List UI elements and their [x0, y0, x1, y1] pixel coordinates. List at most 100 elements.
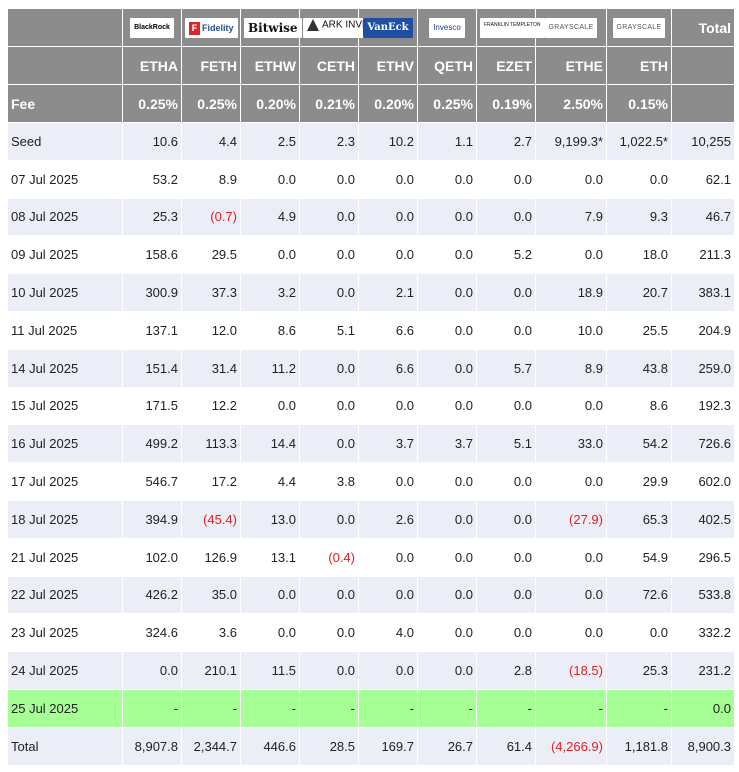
flow-value-cell: 1,022.5* — [607, 123, 671, 160]
table-row: 09 Jul 2025 158.6 29.5 0.0 0.0 0.0 0.0 5.2 0.0 18… — [8, 236, 734, 274]
ticker-row-total-blank — [672, 47, 734, 84]
flow-value-cell: 0.0 — [359, 576, 417, 614]
flow-value-cell: 54.2 — [607, 425, 671, 463]
grayscale-logo: GRAYSCALE — [544, 17, 598, 38]
row-total-cell: 726.6 — [672, 425, 734, 463]
table-row: 23 Jul 2025 324.6 3.6 0.0 0.0 4.0 0.0 0.0 0.0 0.0… — [8, 614, 734, 652]
table-row: 18 Jul 2025 394.9 (45.4) 13.0 0.0 2.6 0.0 0.0 (2… — [8, 500, 734, 538]
flow-value-cell: 43.8 — [607, 349, 671, 387]
flow-value-cell: 3.8 — [300, 463, 358, 500]
flow-value-cell: 0.0 — [536, 463, 606, 500]
flow-value-cell: 0.0 — [241, 387, 299, 425]
flow-value-cell: 0.0 — [241, 160, 299, 198]
fee-cell: 0.25% — [182, 85, 240, 122]
flow-value-cell: 4.4 — [241, 463, 299, 500]
invesco-logo: Invesco — [429, 17, 465, 38]
flow-value-cell: 18.0 — [607, 236, 671, 274]
flow-value-cell: 8.6 — [241, 311, 299, 349]
flow-value-cell: 2.3 — [300, 123, 358, 160]
table-row: 11 Jul 2025 137.1 12.0 8.6 5.1 6.6 0.0 0.0 10.0 2… — [8, 311, 734, 349]
ticker-cell: EZET — [477, 47, 535, 84]
flow-value-cell: 25.5 — [607, 311, 671, 349]
fidelity-mark-icon: F — [189, 21, 200, 35]
ticker-cell: ETHV — [359, 47, 417, 84]
row-total-cell: 46.7 — [672, 198, 734, 236]
flow-value-cell: 12.2 — [182, 387, 240, 425]
seed-row: Seed 10.6 4.4 2.5 2.3 10.2 1.1 2.7 9,199.3* 1,022… — [8, 123, 734, 160]
flow-value-cell: 0.0 — [418, 538, 476, 576]
etf-flows-table: BlackRock F Fidelity Bitwise ARK INVEST VanEc… — [7, 8, 735, 766]
flow-value-cell: 7.9 — [536, 198, 606, 236]
flow-value-cell: 0.0 — [300, 576, 358, 614]
table-row: 22 Jul 2025 426.2 35.0 0.0 0.0 0.0 0.0 0.0 0.0 72… — [8, 576, 734, 614]
flow-value-cell: - — [123, 689, 181, 727]
flow-value-cell: 25.3 — [607, 652, 671, 689]
row-total-cell: 10,255 — [672, 123, 734, 160]
flow-value-cell: 0.0 — [418, 236, 476, 274]
flow-value-cell: 324.6 — [123, 614, 181, 652]
issuer-logo-text: Fidelity — [202, 22, 234, 33]
flow-value-cell: 25.3 — [123, 198, 181, 236]
ark-triangle-icon — [307, 18, 319, 31]
ticker-cell: ETHW — [241, 47, 299, 84]
flow-value-cell: 2.1 — [359, 274, 417, 311]
row-date-cell: 25 Jul 2025 — [8, 689, 122, 727]
row-total-cell: 0.0 — [672, 689, 734, 727]
issuer-logo-cell: BlackRock — [123, 9, 181, 46]
flow-value-cell: 4.9 — [241, 198, 299, 236]
issuer-logo-cell: Invesco — [418, 9, 476, 46]
flow-value-cell: 0.0 — [241, 614, 299, 652]
flow-value-cell: 10.2 — [359, 123, 417, 160]
issuer-logo-text: Bitwise — [248, 20, 298, 35]
row-date-cell: 15 Jul 2025 — [8, 387, 122, 425]
flow-value-cell: (4,266.9) — [536, 727, 606, 765]
flow-value-cell: 0.0 — [359, 236, 417, 274]
flow-value-cell: 394.9 — [123, 500, 181, 538]
flow-value-cell: 0.0 — [300, 160, 358, 198]
flow-value-cell: 2.8 — [477, 652, 535, 689]
flow-value-cell: 0.0 — [300, 387, 358, 425]
flow-value-cell: 3.7 — [418, 425, 476, 463]
fidelity-logo: F Fidelity — [185, 17, 238, 38]
table-row: 14 Jul 2025 151.4 31.4 11.2 0.0 6.6 0.0 5.7 8.9 4… — [8, 349, 734, 387]
row-date-cell: 09 Jul 2025 — [8, 236, 122, 274]
issuer-logo-cell: ARK INVEST — [300, 9, 386, 46]
flow-value-cell: 0.0 — [418, 463, 476, 500]
flow-value-cell: 0.0 — [418, 311, 476, 349]
flow-value-cell: 0.0 — [300, 274, 358, 311]
flow-value-cell: - — [241, 689, 299, 727]
flow-value-cell: 3.2 — [241, 274, 299, 311]
ticker-cell: FETH — [182, 47, 240, 84]
row-total-cell: 332.2 — [672, 614, 734, 652]
row-date-cell: 22 Jul 2025 — [8, 576, 122, 614]
flow-value-cell: 169.7 — [359, 727, 417, 765]
flow-value-cell: 53.2 — [123, 160, 181, 198]
flow-value-cell: 0.0 — [418, 160, 476, 198]
flow-value-cell: 0.0 — [123, 652, 181, 689]
issuer-logo-cell: GRAYSCALE — [607, 9, 671, 46]
flow-value-cell: 0.0 — [477, 500, 535, 538]
table-row: 16 Jul 2025 499.2 113.3 14.4 0.0 3.7 3.7 5.1 33.… — [8, 425, 734, 463]
flow-value-cell: 12.0 — [182, 311, 240, 349]
row-date-cell: Seed — [8, 123, 122, 160]
fee-cell: 0.20% — [359, 85, 417, 122]
flow-value-cell: 0.0 — [300, 652, 358, 689]
table-row: 24 Jul 2025 0.0 210.1 11.5 0.0 0.0 0.0 2.8 (18.5… — [8, 652, 734, 689]
flow-value-cell: 210.1 — [182, 652, 240, 689]
issuer-logo-text: ARK INVEST — [322, 19, 382, 31]
row-date-cell: 14 Jul 2025 — [8, 349, 122, 387]
flow-value-cell: - — [182, 689, 240, 727]
total-row: Total 8,907.8 2,344.7 446.6 28.5 169.7 26.7 61.… — [8, 727, 734, 765]
row-date-cell: 11 Jul 2025 — [8, 311, 122, 349]
issuer-logo-text: FRANKLIN TEMPLETON — [484, 21, 541, 28]
flow-value-cell: 2.5 — [241, 123, 299, 160]
fee-cell: 0.19% — [477, 85, 535, 122]
flow-value-cell: 8.6 — [607, 387, 671, 425]
flow-value-cell: - — [607, 689, 671, 727]
flow-value-cell: 2.6 — [359, 500, 417, 538]
issuer-logo-cell: F Fidelity — [182, 9, 240, 46]
corner-cell — [8, 9, 122, 46]
flow-value-cell: 0.0 — [477, 387, 535, 425]
flow-value-cell: 29.5 — [182, 236, 240, 274]
blackrock-logo: BlackRock — [130, 17, 174, 38]
